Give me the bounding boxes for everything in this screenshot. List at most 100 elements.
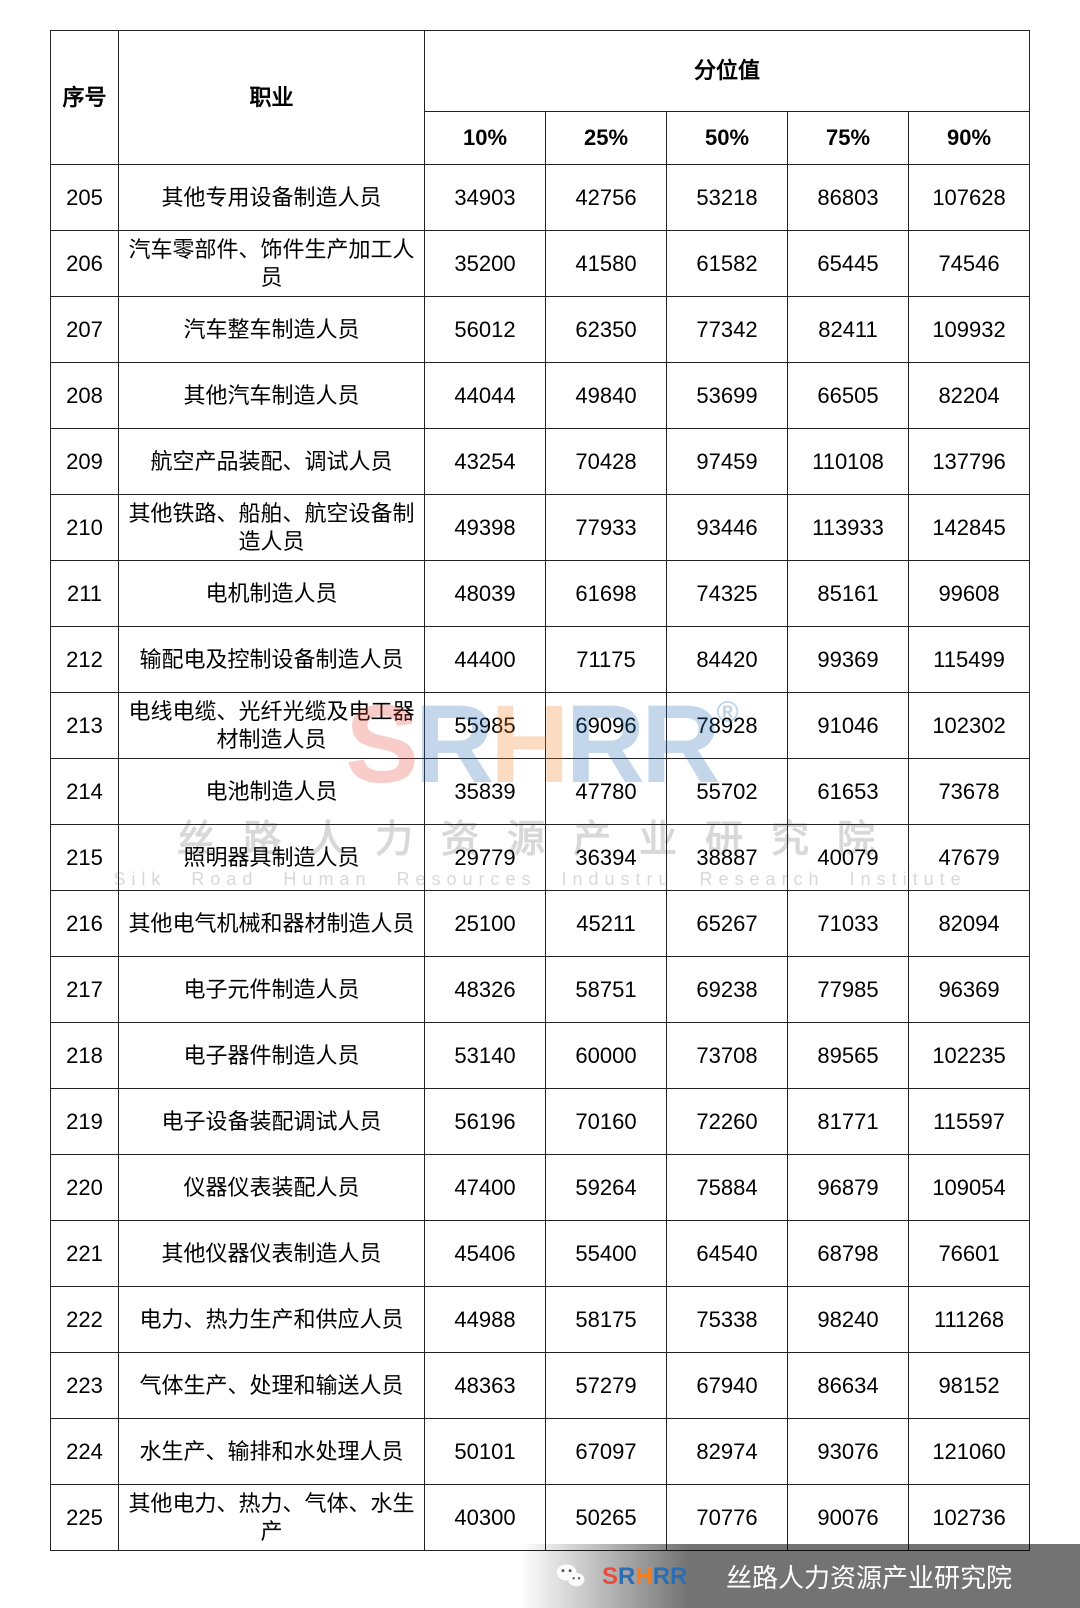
cell-value: 48363 — [425, 1353, 546, 1419]
cell-value: 38887 — [667, 825, 788, 891]
cell-value: 61698 — [546, 561, 667, 627]
cell-occupation: 气体生产、处理和输送人员 — [119, 1353, 425, 1419]
cell-value: 75338 — [667, 1287, 788, 1353]
cell-occupation: 输配电及控制设备制造人员 — [119, 627, 425, 693]
table-row: 208其他汽车制造人员4404449840536996650582204 — [51, 363, 1030, 429]
signature-logo-icon: SRHRR — [602, 1561, 712, 1591]
cell-value: 60000 — [546, 1023, 667, 1089]
cell-value: 61653 — [788, 759, 909, 825]
th-occupation: 职业 — [119, 31, 425, 165]
cell-value: 58751 — [546, 957, 667, 1023]
table-row: 212输配电及控制设备制造人员4440071175844209936911549… — [51, 627, 1030, 693]
cell-value: 42756 — [546, 165, 667, 231]
cell-occupation: 电机制造人员 — [119, 561, 425, 627]
table-row: 209航空产品装配、调试人员43254704289745911010813779… — [51, 429, 1030, 495]
table-row: 217电子元件制造人员4832658751692387798596369 — [51, 957, 1030, 1023]
cell-value: 57279 — [546, 1353, 667, 1419]
cell-occupation: 汽车零部件、饰件生产加工人员 — [119, 231, 425, 297]
cell-value: 43254 — [425, 429, 546, 495]
cell-value: 45406 — [425, 1221, 546, 1287]
cell-index: 211 — [51, 561, 119, 627]
cell-index: 222 — [51, 1287, 119, 1353]
th-p25: 25% — [546, 112, 667, 165]
table-row: 223气体生产、处理和输送人员4836357279679408663498152 — [51, 1353, 1030, 1419]
cell-value: 66505 — [788, 363, 909, 429]
cell-value: 84420 — [667, 627, 788, 693]
cell-value: 78928 — [667, 693, 788, 759]
cell-value: 77342 — [667, 297, 788, 363]
cell-occupation: 电池制造人员 — [119, 759, 425, 825]
cell-index: 219 — [51, 1089, 119, 1155]
cell-value: 29779 — [425, 825, 546, 891]
cell-value: 93076 — [788, 1419, 909, 1485]
cell-occupation: 其他汽车制造人员 — [119, 363, 425, 429]
cell-index: 225 — [51, 1485, 119, 1551]
cell-value: 50101 — [425, 1419, 546, 1485]
table-row: 213电线电缆、光纤光缆及电工器材制造人员5598569096789289104… — [51, 693, 1030, 759]
cell-value: 71033 — [788, 891, 909, 957]
cell-index: 224 — [51, 1419, 119, 1485]
cell-value: 35839 — [425, 759, 546, 825]
cell-value: 49398 — [425, 495, 546, 561]
cell-value: 36394 — [546, 825, 667, 891]
cell-value: 75884 — [667, 1155, 788, 1221]
cell-value: 115499 — [909, 627, 1030, 693]
cell-value: 61582 — [667, 231, 788, 297]
cell-value: 73678 — [909, 759, 1030, 825]
signature-bar: SRHRR 丝路人力资源产业研究院 — [520, 1544, 1080, 1608]
cell-value: 111268 — [909, 1287, 1030, 1353]
table-row: 211电机制造人员4803961698743258516199608 — [51, 561, 1030, 627]
table-row: 214电池制造人员3583947780557026165373678 — [51, 759, 1030, 825]
cell-index: 212 — [51, 627, 119, 693]
cell-value: 69238 — [667, 957, 788, 1023]
cell-value: 96879 — [788, 1155, 909, 1221]
cell-occupation: 汽车整车制造人员 — [119, 297, 425, 363]
cell-value: 76601 — [909, 1221, 1030, 1287]
cell-value: 82974 — [667, 1419, 788, 1485]
cell-value: 69096 — [546, 693, 667, 759]
cell-value: 121060 — [909, 1419, 1030, 1485]
cell-value: 40079 — [788, 825, 909, 891]
cell-value: 82204 — [909, 363, 1030, 429]
cell-value: 55400 — [546, 1221, 667, 1287]
cell-value: 56196 — [425, 1089, 546, 1155]
cell-occupation: 其他电气机械和器材制造人员 — [119, 891, 425, 957]
cell-value: 44044 — [425, 363, 546, 429]
cell-value: 115597 — [909, 1089, 1030, 1155]
cell-occupation: 其他仪器仪表制造人员 — [119, 1221, 425, 1287]
cell-value: 25100 — [425, 891, 546, 957]
cell-occupation: 其他专用设备制造人员 — [119, 165, 425, 231]
cell-value: 41580 — [546, 231, 667, 297]
table-row: 215照明器具制造人员2977936394388874007947679 — [51, 825, 1030, 891]
cell-occupation: 照明器具制造人员 — [119, 825, 425, 891]
table-row: 210其他铁路、船舶、航空设备制造人员493987793393446113933… — [51, 495, 1030, 561]
cell-value: 109932 — [909, 297, 1030, 363]
cell-occupation: 电子器件制造人员 — [119, 1023, 425, 1089]
cell-value: 73708 — [667, 1023, 788, 1089]
cell-occupation: 电子设备装配调试人员 — [119, 1089, 425, 1155]
cell-value: 55702 — [667, 759, 788, 825]
cell-value: 58175 — [546, 1287, 667, 1353]
table-row: 220仪器仪表装配人员47400592647588496879109054 — [51, 1155, 1030, 1221]
table-row: 224水生产、输排和水处理人员5010167097829749307612106… — [51, 1419, 1030, 1485]
svg-text:SRHRR: SRHRR — [602, 1563, 687, 1590]
cell-value: 47679 — [909, 825, 1030, 891]
cell-value: 72260 — [667, 1089, 788, 1155]
cell-index: 206 — [51, 231, 119, 297]
cell-index: 214 — [51, 759, 119, 825]
cell-value: 67940 — [667, 1353, 788, 1419]
cell-value: 44988 — [425, 1287, 546, 1353]
cell-value: 97459 — [667, 429, 788, 495]
cell-occupation: 仪器仪表装配人员 — [119, 1155, 425, 1221]
cell-value: 102302 — [909, 693, 1030, 759]
cell-occupation: 电子元件制造人员 — [119, 957, 425, 1023]
table-row: 218电子器件制造人员53140600007370889565102235 — [51, 1023, 1030, 1089]
cell-value: 98152 — [909, 1353, 1030, 1419]
cell-occupation: 其他电力、热力、气体、水生产 — [119, 1485, 425, 1551]
cell-index: 218 — [51, 1023, 119, 1089]
cell-value: 102235 — [909, 1023, 1030, 1089]
th-percentile-group: 分位值 — [425, 31, 1030, 112]
cell-value: 113933 — [788, 495, 909, 561]
cell-value: 50265 — [546, 1485, 667, 1551]
cell-value: 65445 — [788, 231, 909, 297]
